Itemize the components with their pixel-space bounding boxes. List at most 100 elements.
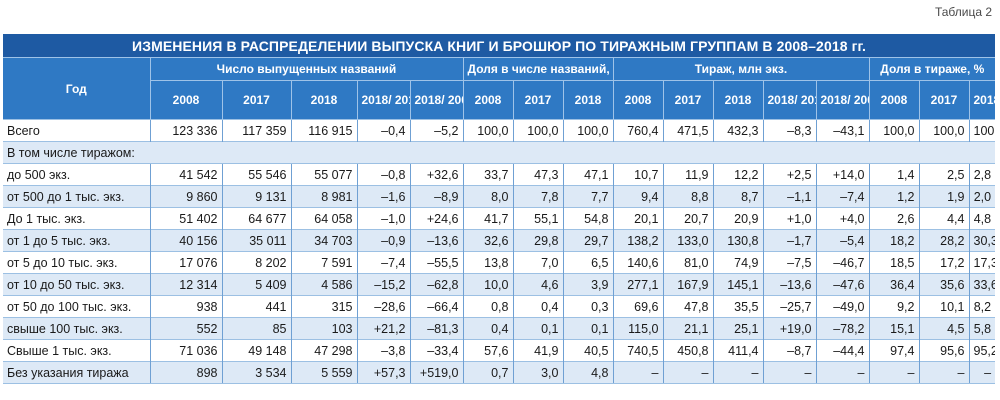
- table-cell: –7,4: [815, 185, 869, 208]
- table-cell: 10,0: [462, 273, 513, 296]
- table-cell: –8,9: [409, 185, 463, 208]
- table-cell: –: [815, 361, 869, 384]
- row-label: от 5 до 10 тыс. экз.: [3, 251, 150, 274]
- table-cell: 12,2: [712, 163, 763, 186]
- table-cell: 140,6: [612, 251, 663, 274]
- section-row: В том числе тиражом:: [3, 141, 996, 164]
- table-cell: 4,8: [968, 207, 996, 230]
- table-cell: 8,7: [712, 185, 763, 208]
- col-header: 2018/ 2017, %: [356, 80, 410, 120]
- table-cell: 33,7: [462, 163, 513, 186]
- table-cell: –3,8: [356, 339, 410, 362]
- table-cell: +2,5: [762, 163, 816, 186]
- table-cell: 29,7: [562, 229, 613, 252]
- table-cell: 20,1: [612, 207, 663, 230]
- table-cell: –43,1: [815, 119, 869, 142]
- table-cell: –78,2: [815, 317, 869, 340]
- table-cell: 33,6: [968, 273, 996, 296]
- table-cell: 4,4: [918, 207, 969, 230]
- table-cell: 315: [290, 295, 357, 318]
- table-cell: 411,4: [712, 339, 763, 362]
- table-cell: –7,4: [356, 251, 410, 274]
- table-cell: 12 314: [149, 273, 222, 296]
- table-cell: 938: [149, 295, 222, 318]
- table-cell: 138,2: [612, 229, 663, 252]
- table-cell: +32,6: [409, 163, 463, 186]
- table-cell: 100,0: [562, 119, 613, 142]
- table-cell: –62,8: [409, 273, 463, 296]
- table-row: от 50 до 100 тыс. экз. 938 441 315 –28,6 –66,…: [3, 295, 996, 318]
- table-cell: 4,8: [562, 361, 613, 384]
- table-cell: 167,9: [662, 273, 713, 296]
- col-header: 2008: [462, 80, 513, 120]
- table-cell: –1,1: [762, 185, 816, 208]
- table-cell: 47 298: [290, 339, 357, 362]
- table-cell: 41 542: [149, 163, 222, 186]
- table-title: ИЗМЕНЕНИЯ В РАСПРЕДЕЛЕНИИ ВЫПУСКА КНИГ И…: [3, 34, 996, 58]
- table-cell: +4,0: [815, 207, 869, 230]
- table-cell: 7,7: [562, 185, 613, 208]
- table-cell: 116 915: [290, 119, 357, 142]
- table-cell: 123 336: [149, 119, 222, 142]
- table-cell: 17,3: [968, 251, 996, 274]
- table-cell: 95,2: [968, 339, 996, 362]
- table-cell: 9,4: [612, 185, 663, 208]
- year-header: Год: [3, 57, 150, 120]
- table-cell: 4,5: [918, 317, 969, 340]
- table-cell: 9 860: [149, 185, 222, 208]
- table-cell: 32,6: [462, 229, 513, 252]
- table-cell: –7,5: [762, 251, 816, 274]
- table-cell: 8 981: [290, 185, 357, 208]
- table-cell: 552: [149, 317, 222, 340]
- table-cell: +519,0: [409, 361, 463, 384]
- table-cell: –15,2: [356, 273, 410, 296]
- row-label: Свыше 1 тыс. экз.: [3, 339, 150, 362]
- table-cell: 55 077: [290, 163, 357, 186]
- table-cell: 133,0: [662, 229, 713, 252]
- table-cell: –: [612, 361, 663, 384]
- table-cell: 95,6: [918, 339, 969, 362]
- table-cell: 20,9: [712, 207, 763, 230]
- table-row: свыше 100 тыс. экз. 552 85 103 +21,2 –81,3 0,4…: [3, 317, 996, 340]
- table-cell: +24,6: [409, 207, 463, 230]
- table-cell: 17,2: [918, 251, 969, 274]
- table-cell: 8,8: [662, 185, 713, 208]
- table-cell: 5,8: [968, 317, 996, 340]
- table-cell: +19,0: [762, 317, 816, 340]
- table-cell: 13,8: [462, 251, 513, 274]
- table-cell: 2,0: [968, 185, 996, 208]
- table-cell: 18,5: [868, 251, 919, 274]
- table-cell: –: [662, 361, 713, 384]
- row-label: до 500 экз.: [3, 163, 150, 186]
- table-cell: –55,5: [409, 251, 463, 274]
- table-cell: 117 359: [221, 119, 291, 142]
- table-cell: 20,7: [662, 207, 713, 230]
- col-header: 2018: [562, 80, 613, 120]
- table-cell: 41,9: [512, 339, 563, 362]
- table-cell: 0,8: [462, 295, 513, 318]
- table-cell: 432,3: [712, 119, 763, 142]
- table-cell: –47,6: [815, 273, 869, 296]
- table-row: До 1 тыс. экз. 51 402 64 677 64 058 –1,0 +24,…: [3, 207, 996, 230]
- table-row: от 500 до 1 тыс. экз. 9 860 9 131 8 981 –1,6…: [3, 185, 996, 208]
- col-header: 2017: [918, 80, 969, 120]
- table-cell: 115,0: [612, 317, 663, 340]
- col-header: 2018/ 2008, %: [409, 80, 463, 120]
- table-cell: 7,0: [512, 251, 563, 274]
- table-cell: 11,9: [662, 163, 713, 186]
- table-cell: 10,1: [918, 295, 969, 318]
- col-header: 2008: [868, 80, 919, 120]
- table-cell: –: [918, 361, 969, 384]
- table-cell: –: [968, 361, 996, 384]
- table-row: Свыше 1 тыс. экз. 71 036 49 148 47 298 –3,8–…: [3, 339, 996, 362]
- table-cell: 4 586: [290, 273, 357, 296]
- table-cell: –8,7: [762, 339, 816, 362]
- row-label: от 10 до 50 тыс. экз.: [3, 273, 150, 296]
- table-cell: –25,7: [762, 295, 816, 318]
- table-cell: 0,1: [512, 317, 563, 340]
- table-cell: +14,0: [815, 163, 869, 186]
- table-cell: 21,1: [662, 317, 713, 340]
- table-cell: 9,2: [868, 295, 919, 318]
- table-cell: +57,3: [356, 361, 410, 384]
